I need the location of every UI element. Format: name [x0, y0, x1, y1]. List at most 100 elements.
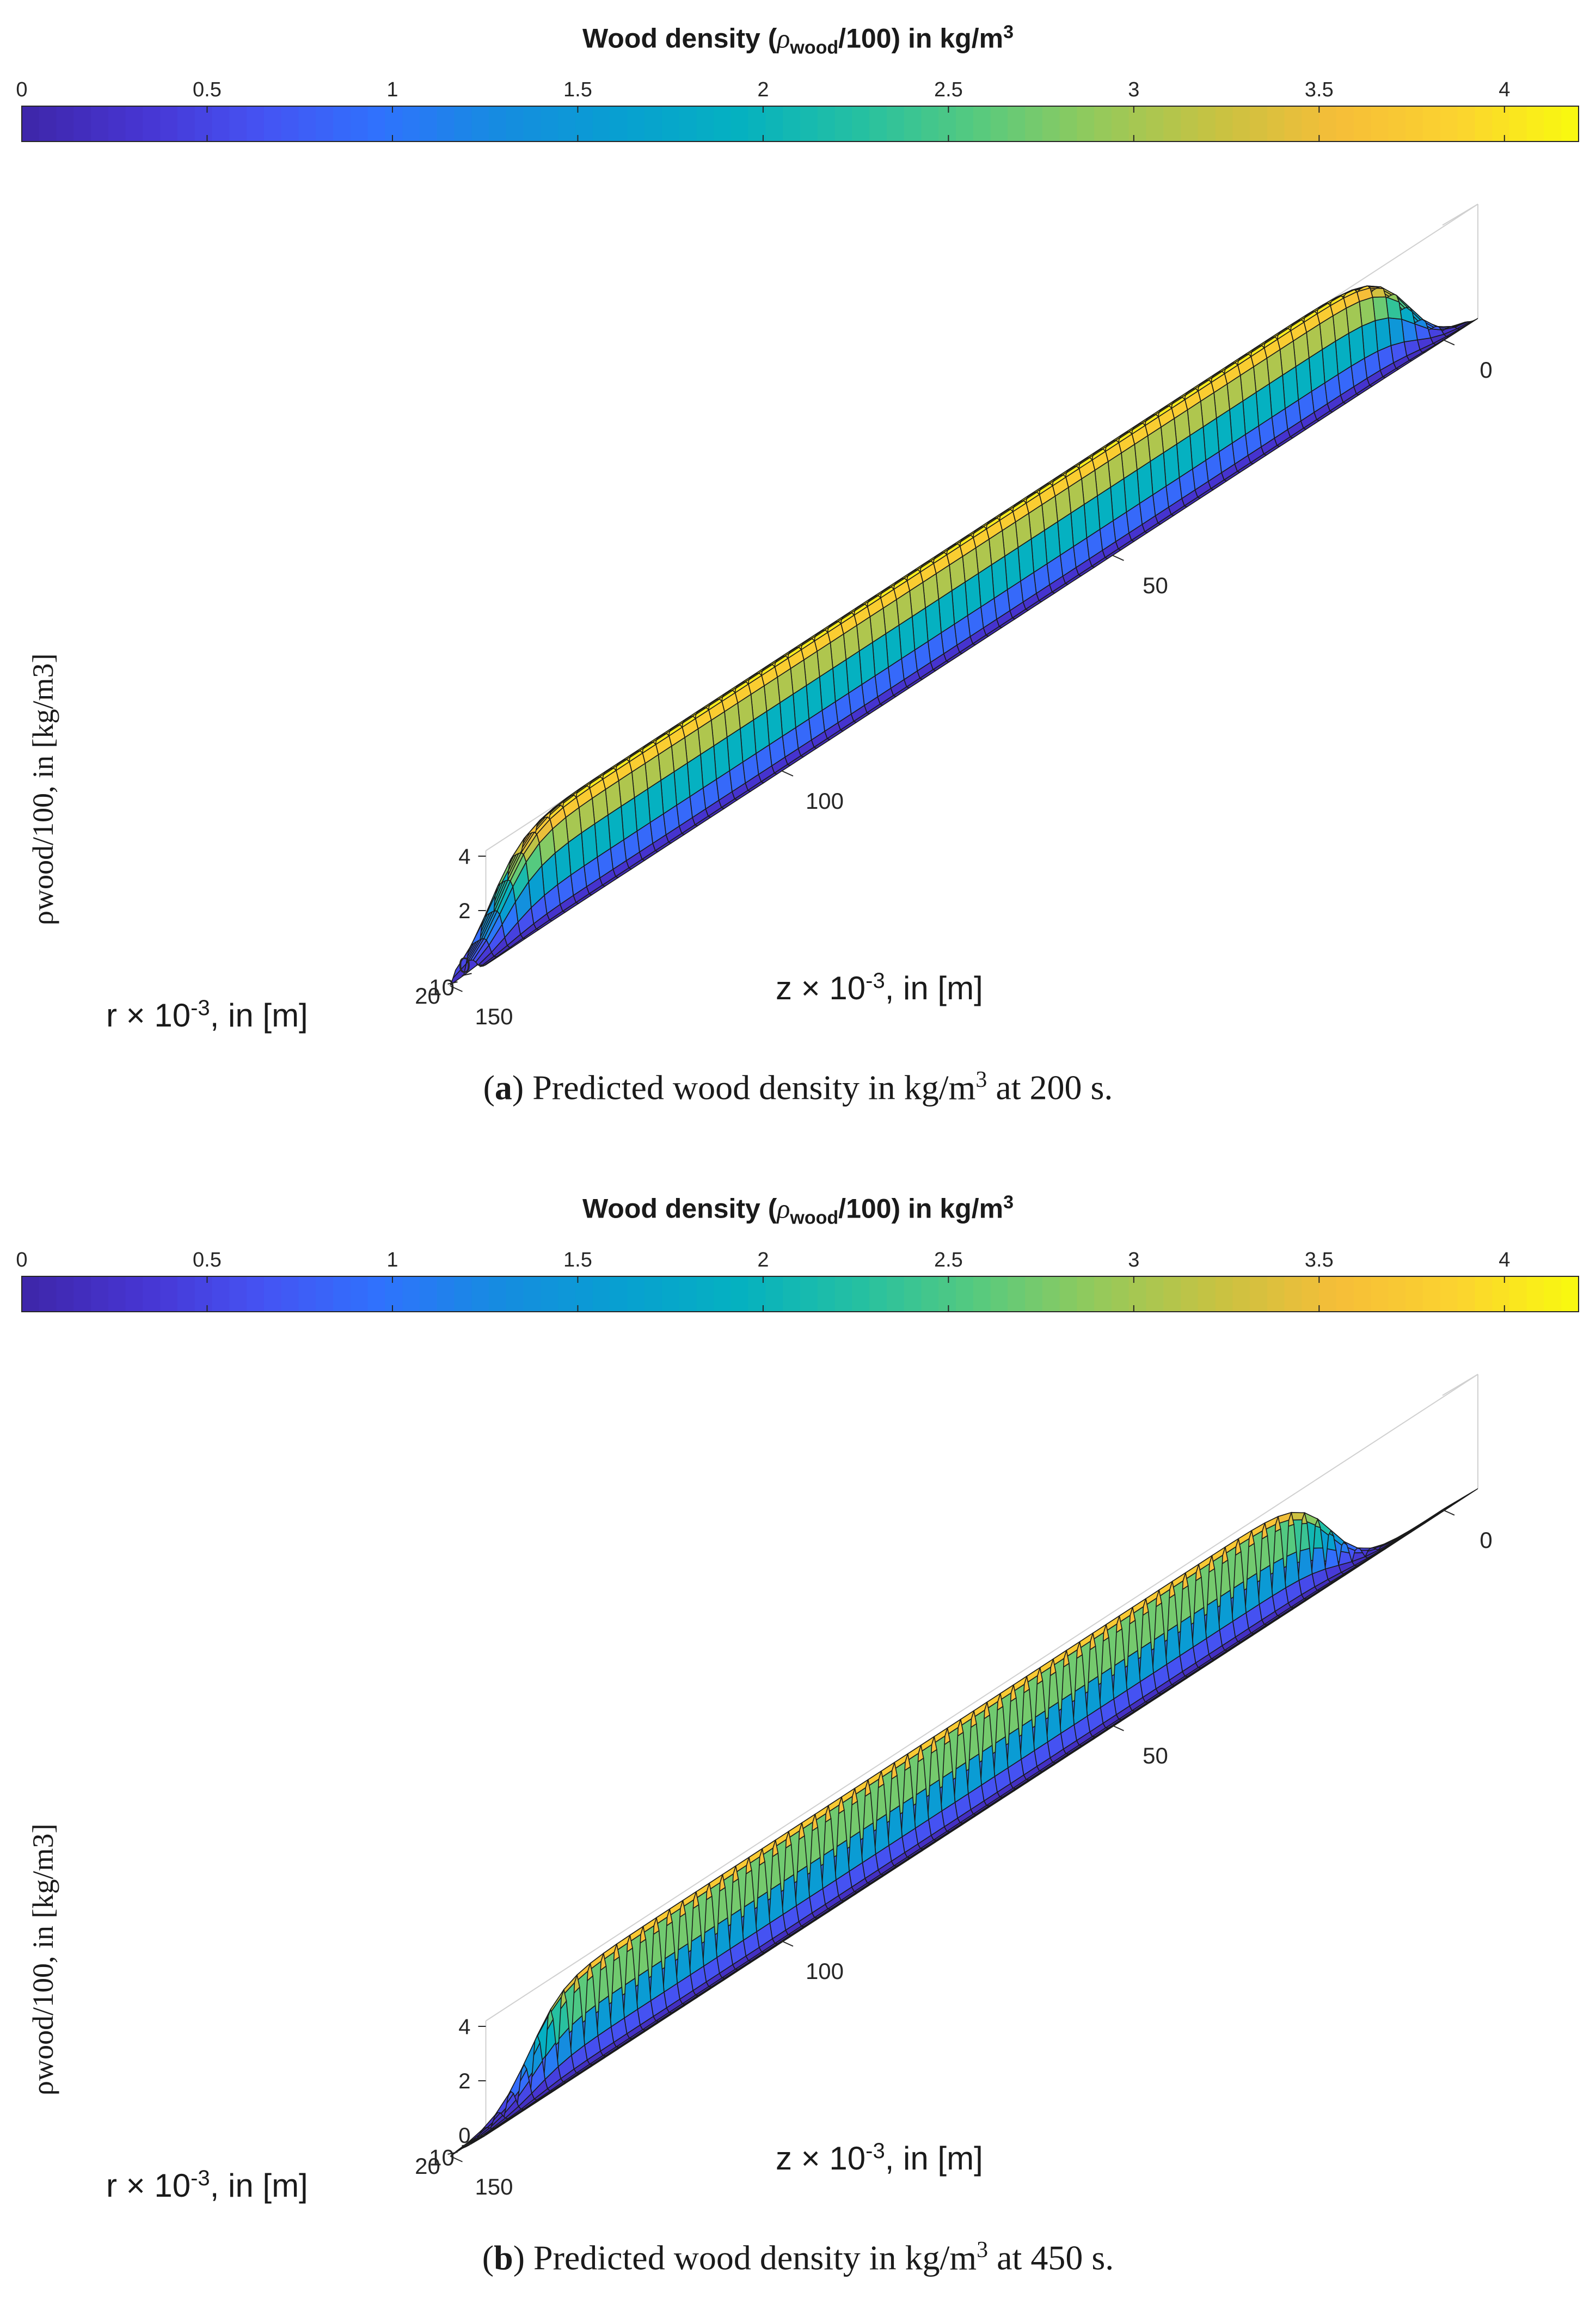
colorbar-swatch	[1423, 1276, 1441, 1312]
z-tick-label: 4	[458, 2015, 470, 2039]
colorbar-swatch	[869, 1276, 887, 1312]
colorbar-swatch	[367, 106, 386, 142]
colorbar-swatch	[1284, 1276, 1303, 1312]
colorbar-swatch	[1526, 1276, 1545, 1312]
colorbar-swatch	[471, 106, 489, 142]
colorbar-swatch	[1509, 106, 1527, 142]
colorbar-swatch	[973, 106, 991, 142]
y-axis-label-post: , in [m]	[210, 2167, 308, 2204]
colorbar-swatch	[886, 1276, 905, 1312]
caption-sup: 3	[977, 2238, 989, 2263]
colorbar-swatch	[1475, 1276, 1493, 1312]
colorbar-swatch	[523, 1276, 542, 1312]
colorbar-swatch	[1544, 106, 1562, 142]
density-surface	[449, 285, 1478, 986]
colorbar-swatch	[385, 106, 403, 142]
colorbar-swatch	[39, 106, 57, 142]
colorbar-swatch	[800, 1276, 818, 1312]
colorbar-tick-label: 3.5	[1305, 1249, 1334, 1271]
colorbar-tick-label: 2	[757, 1249, 769, 1271]
colorbar-swatch	[679, 1276, 697, 1312]
colorbar-tick-label: 2.5	[934, 78, 963, 101]
colorbar-swatch	[834, 106, 853, 142]
caption-label: b	[494, 2238, 513, 2277]
colorbar-swatch	[661, 1276, 680, 1312]
colorbar-swatch	[661, 106, 680, 142]
panel-a: Wood density (ρwood/100) in kg/m3 0 0.5 1 1…	[0, 0, 1596, 1132]
x-tick-label: 150	[475, 1004, 513, 1029]
colorbar-swatch	[1561, 1276, 1579, 1312]
colorbar-swatch	[1371, 1276, 1389, 1312]
colorbar-swatch	[1475, 106, 1493, 142]
colorbar-swatch	[1128, 1276, 1147, 1312]
colorbar-swatch	[1215, 1276, 1233, 1312]
colorbar-title-prefix: Wood density (	[582, 23, 777, 54]
y-axis-label-sup: -3	[191, 2166, 210, 2190]
colorbar-swatch	[1336, 106, 1354, 142]
colorbar-swatch	[731, 1276, 749, 1312]
colorbar-swatch	[56, 106, 75, 142]
colorbar-swatch	[644, 1276, 662, 1312]
colorbar-swatch	[1388, 106, 1407, 142]
colorbar-title-post: /100) in kg/m	[838, 1193, 1004, 1224]
colorbar-swatch	[263, 1276, 282, 1312]
x-axis-label: z × 10-3, in [m]	[776, 2139, 983, 2177]
colorbar-tick-label: 0.5	[193, 78, 222, 101]
colorbar-swatch	[904, 106, 922, 142]
colorbar-swatch	[1405, 1276, 1423, 1312]
x-axis-label-sup: -3	[865, 969, 885, 993]
x-axis-label-post: , in [m]	[885, 2140, 983, 2177]
colorbar-swatch	[212, 1276, 230, 1312]
colorbar-swatch	[454, 1276, 472, 1312]
colorbar-swatch	[852, 1276, 870, 1312]
colorbar-title-rho: ρ	[777, 1193, 790, 1224]
colorbar-swatch	[783, 1276, 801, 1312]
colorbar-swatch	[489, 106, 507, 142]
colorbar-tick-label: 1	[386, 78, 398, 101]
colorbar-swatch	[1319, 106, 1337, 142]
colorbar-tick-label: 0	[16, 78, 27, 101]
colorbar-tick-label: 0	[16, 1249, 27, 1271]
x-tick	[1112, 554, 1124, 561]
colorbar-tick-label: 4	[1499, 78, 1510, 101]
colorbar-swatch	[73, 106, 92, 142]
colorbar-swatch	[56, 1276, 75, 1312]
colorbar-swatch	[696, 1276, 715, 1312]
grid-line	[1442, 1374, 1478, 1396]
colorbar-swatch	[1163, 106, 1182, 142]
colorbar-swatch	[1112, 1276, 1130, 1312]
y-tick	[462, 973, 472, 976]
colorbar-swatch	[333, 1276, 351, 1312]
x-axis-label-post: , in [m]	[885, 970, 983, 1006]
colorbar-swatch	[212, 106, 230, 142]
colorbar-swatch	[1215, 106, 1233, 142]
colorbar-swatch	[454, 106, 472, 142]
x-tick	[1442, 1509, 1455, 1516]
colorbar-title-sup: 3	[1003, 22, 1014, 42]
z-tick-label: 0	[458, 954, 470, 978]
colorbar-swatch	[921, 1276, 940, 1312]
colorbar-swatch	[1232, 1276, 1251, 1312]
colorbar-swatch	[194, 1276, 213, 1312]
colorbar-swatch	[402, 1276, 420, 1312]
colorbar-title-sub: wood	[790, 37, 839, 58]
caption-b: (b) Predicted wood density in kg/m3 at 4…	[482, 2238, 1114, 2277]
colorbar-swatch	[143, 106, 161, 142]
colorbar-swatch	[194, 106, 213, 142]
caption-tail: at 200 s.	[987, 1068, 1113, 1107]
colorbar-swatch	[904, 1276, 922, 1312]
colorbar-title: Wood density (ρwood/100) in kg/m3	[0, 1192, 1596, 1229]
colorbar-swatch	[1146, 106, 1164, 142]
x-tick	[781, 1940, 794, 1947]
colorbar-swatch	[108, 1276, 126, 1312]
colorbar-tick-label: 1.5	[563, 1249, 592, 1271]
x-axis-label-sup: -3	[865, 2139, 885, 2163]
colorbar-swatch	[506, 106, 524, 142]
colorbar-swatch	[1267, 1276, 1285, 1312]
z-tick-label: 2	[458, 899, 470, 923]
x-tick-label: 0	[1480, 357, 1492, 383]
caption-tail: at 450 s.	[988, 2238, 1114, 2277]
colorbar-tick-label: 3	[1128, 78, 1139, 101]
x-axis-label-prefix: z × 10	[776, 2140, 866, 2177]
colorbar-title-post: /100) in kg/m	[838, 23, 1004, 54]
